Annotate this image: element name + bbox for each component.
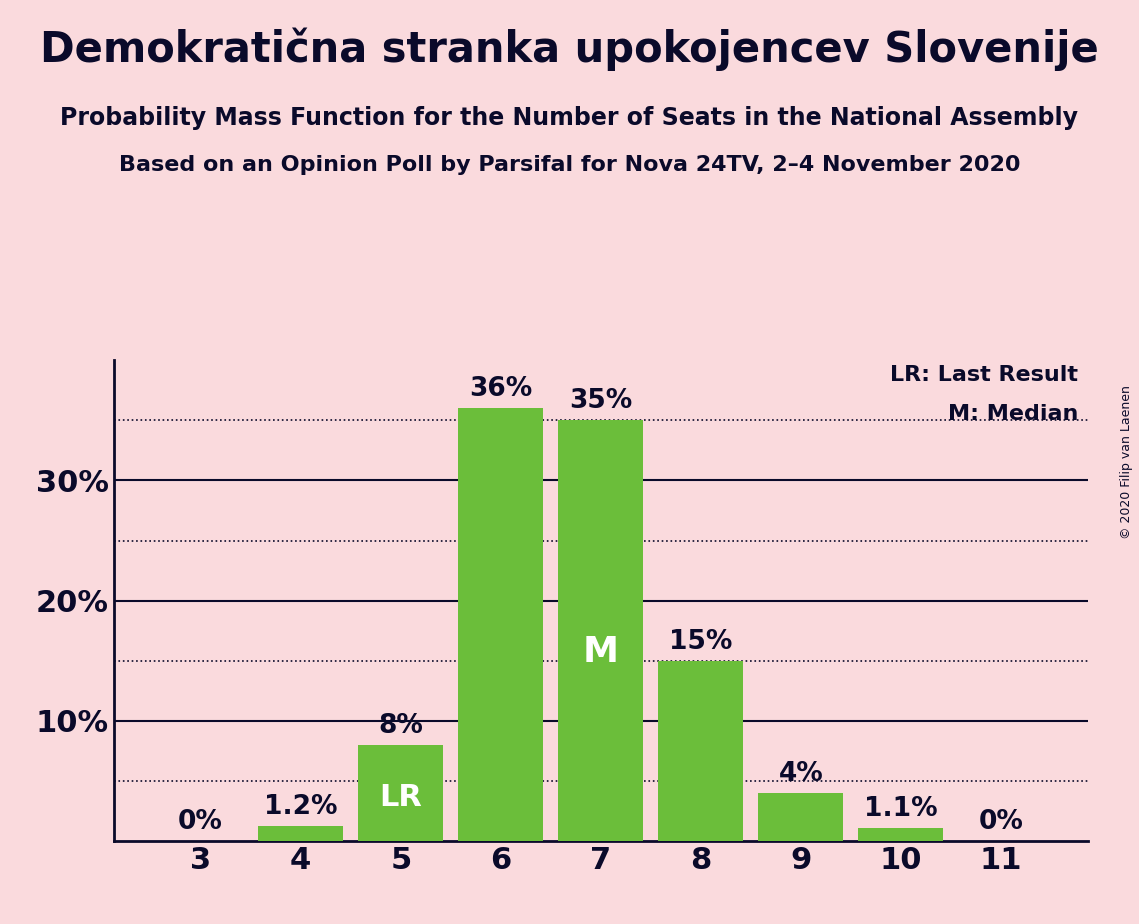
Bar xyxy=(859,828,943,841)
Text: 4%: 4% xyxy=(779,760,823,787)
Text: M: Median: M: Median xyxy=(948,404,1077,423)
Text: 15%: 15% xyxy=(670,628,732,654)
Text: 35%: 35% xyxy=(570,388,632,414)
Bar xyxy=(458,408,543,841)
Text: LR: LR xyxy=(379,784,423,812)
Bar xyxy=(759,793,843,841)
Bar xyxy=(259,826,343,841)
Text: 8%: 8% xyxy=(378,712,424,739)
Text: 36%: 36% xyxy=(469,376,532,403)
Text: M: M xyxy=(583,635,618,669)
Text: Demokratična stranka upokojencev Slovenije: Demokratična stranka upokojencev Sloveni… xyxy=(40,28,1099,71)
Text: 0%: 0% xyxy=(978,808,1024,835)
Text: 0%: 0% xyxy=(178,808,223,835)
Text: 1.2%: 1.2% xyxy=(264,795,337,821)
Text: LR: Last Result: LR: Last Result xyxy=(890,365,1077,385)
Text: Probability Mass Function for the Number of Seats in the National Assembly: Probability Mass Function for the Number… xyxy=(60,106,1079,130)
Text: © 2020 Filip van Laenen: © 2020 Filip van Laenen xyxy=(1121,385,1133,539)
Bar xyxy=(658,661,744,841)
Bar xyxy=(359,745,443,841)
Text: 1.1%: 1.1% xyxy=(865,796,937,821)
Text: Based on an Opinion Poll by Parsifal for Nova 24TV, 2–4 November 2020: Based on an Opinion Poll by Parsifal for… xyxy=(118,155,1021,176)
Bar xyxy=(558,420,644,841)
